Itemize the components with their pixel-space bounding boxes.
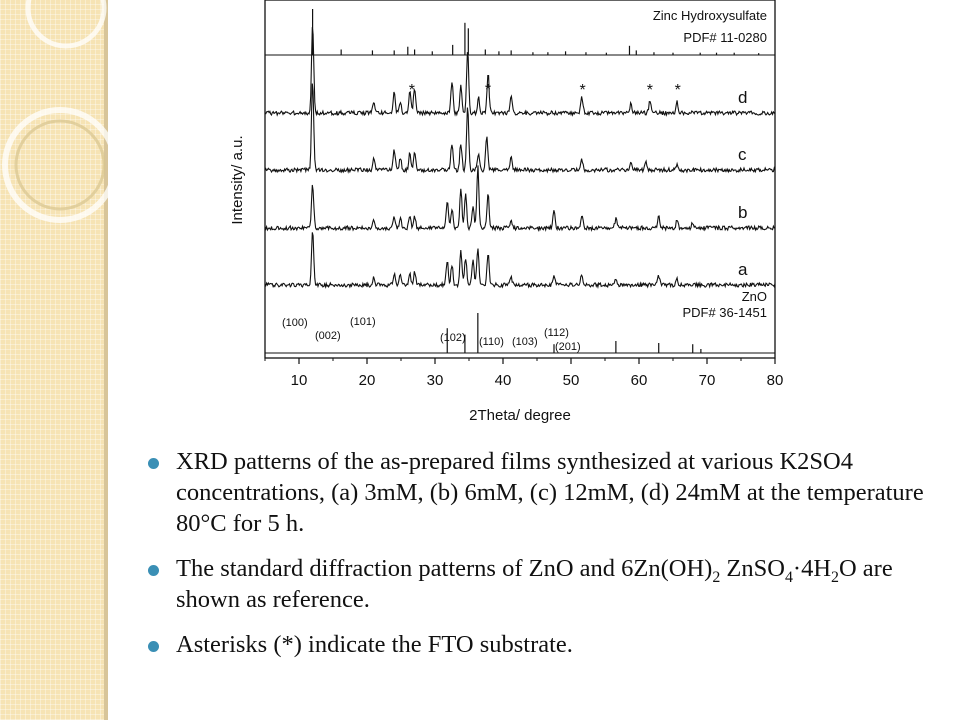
hkl-label: (201) xyxy=(555,341,581,353)
pattern-label: a xyxy=(738,260,748,279)
pattern-label: d xyxy=(738,88,747,107)
pattern-line-d xyxy=(265,27,776,117)
hkl-label: (100) xyxy=(282,317,308,329)
pattern-label: c xyxy=(738,145,747,164)
hkl-label: (102) xyxy=(440,332,466,344)
x-tick-label: 50 xyxy=(563,372,580,389)
hkl-label: (110) xyxy=(479,336,504,348)
x-tick-label: 10 xyxy=(291,372,308,389)
x-axis: 10 20 30 40 50 60 70 80 xyxy=(264,358,784,389)
pattern-line-b xyxy=(264,165,776,233)
hkl-label: (103) xyxy=(512,336,538,348)
bullet-dot xyxy=(148,641,159,652)
x-tick-label: 30 xyxy=(427,372,444,389)
bullet-dot xyxy=(148,458,159,469)
decorative-rings xyxy=(2,0,118,223)
pattern-label: b xyxy=(738,203,747,222)
caption-bullets: XRD patterns of the as-prepared films sy… xyxy=(148,446,928,674)
bullet-item: The standard diffraction patterns of ZnO… xyxy=(148,553,928,615)
x-tick-label: 40 xyxy=(495,372,512,389)
bullet-item: Asterisks (*) indicate the FTO substrate… xyxy=(148,629,928,660)
y-axis-label: Intensity/ a.u. xyxy=(229,135,246,224)
x-tick-label: 70 xyxy=(699,372,716,389)
reference-pdf: PDF# 36-1451 xyxy=(682,305,767,320)
reference-name: ZnO xyxy=(742,289,767,304)
fto-asterisk: * xyxy=(409,82,415,99)
deco-ring-outline xyxy=(14,119,106,211)
x-tick-label: 60 xyxy=(631,372,648,389)
fto-asterisk: * xyxy=(675,82,681,99)
fto-asterisk: * xyxy=(579,82,585,99)
sidebar-divider xyxy=(104,0,108,720)
x-tick-label: 80 xyxy=(767,372,784,389)
hkl-label: (101) xyxy=(350,316,376,328)
reference-name: Zinc Hydroxysulfate xyxy=(653,8,767,23)
deco-ring-small xyxy=(25,0,107,49)
x-tick-label: 20 xyxy=(359,372,376,389)
deco-ring-large xyxy=(2,107,118,223)
fto-asterisk: * xyxy=(485,82,491,99)
fto-asterisk: * xyxy=(647,82,653,99)
hkl-label: (112) xyxy=(544,327,569,339)
x-axis-label: 2Theta/ degree xyxy=(469,407,571,424)
hkl-label: (002) xyxy=(315,330,341,342)
reference-pdf: PDF# 11-0280 xyxy=(683,30,767,45)
bullet-item: XRD patterns of the as-prepared films sy… xyxy=(148,446,928,539)
bullet-dot xyxy=(148,565,159,576)
plot-frame xyxy=(264,0,776,359)
pattern-line-a xyxy=(264,232,776,289)
pattern-line-c xyxy=(264,83,776,174)
